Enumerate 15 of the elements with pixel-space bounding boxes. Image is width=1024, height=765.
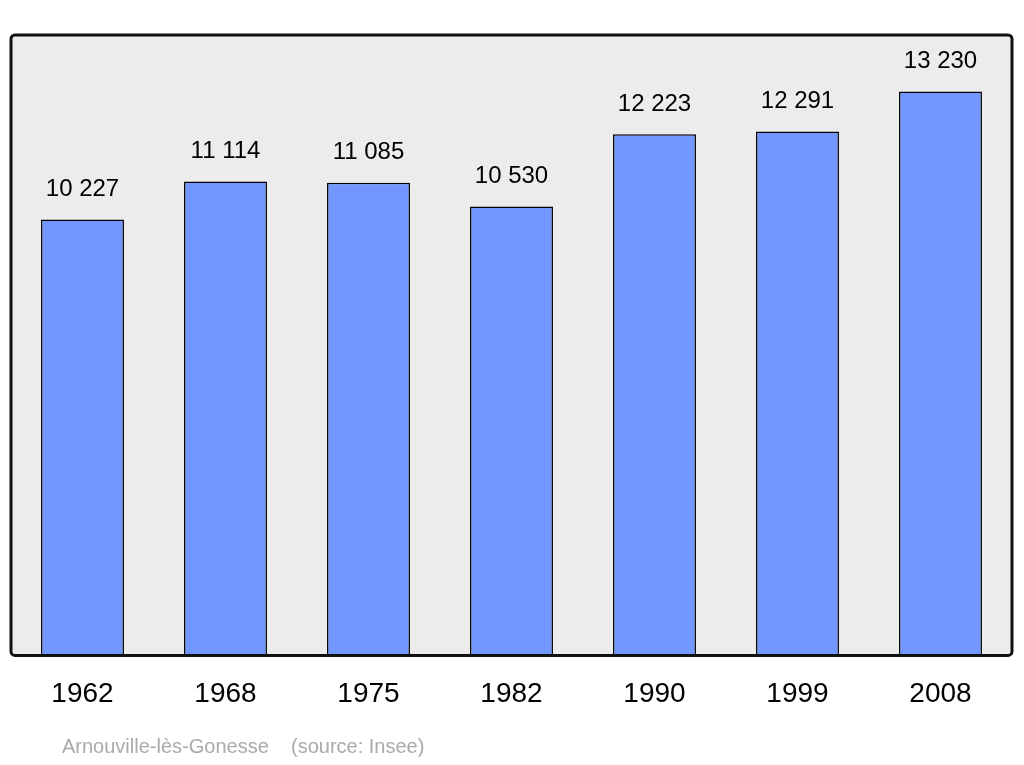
data-label: 10 530 — [474, 161, 549, 189]
x-tick-label: 1968 — [194, 676, 257, 708]
x-tick-label: 2008 — [909, 676, 972, 708]
x-tick-label: 1999 — [766, 676, 829, 708]
text: Arnouville-lès-Gonesse (source: Insee) — [62, 735, 425, 757]
data-label: 13 230 — [903, 46, 978, 74]
x-tick-label: 1975 — [337, 676, 400, 708]
data-label: 10 227 — [45, 174, 120, 202]
data-label: 12 223 — [617, 88, 692, 116]
data-label: 11 085 — [332, 137, 405, 165]
x-tick-label: 1962 — [51, 676, 114, 708]
x-tick-label: 1982 — [480, 676, 543, 708]
data-label: 11 114 — [190, 136, 261, 164]
x-tick-label: 1990 — [623, 676, 686, 708]
data-label: 12 291 — [760, 86, 835, 114]
